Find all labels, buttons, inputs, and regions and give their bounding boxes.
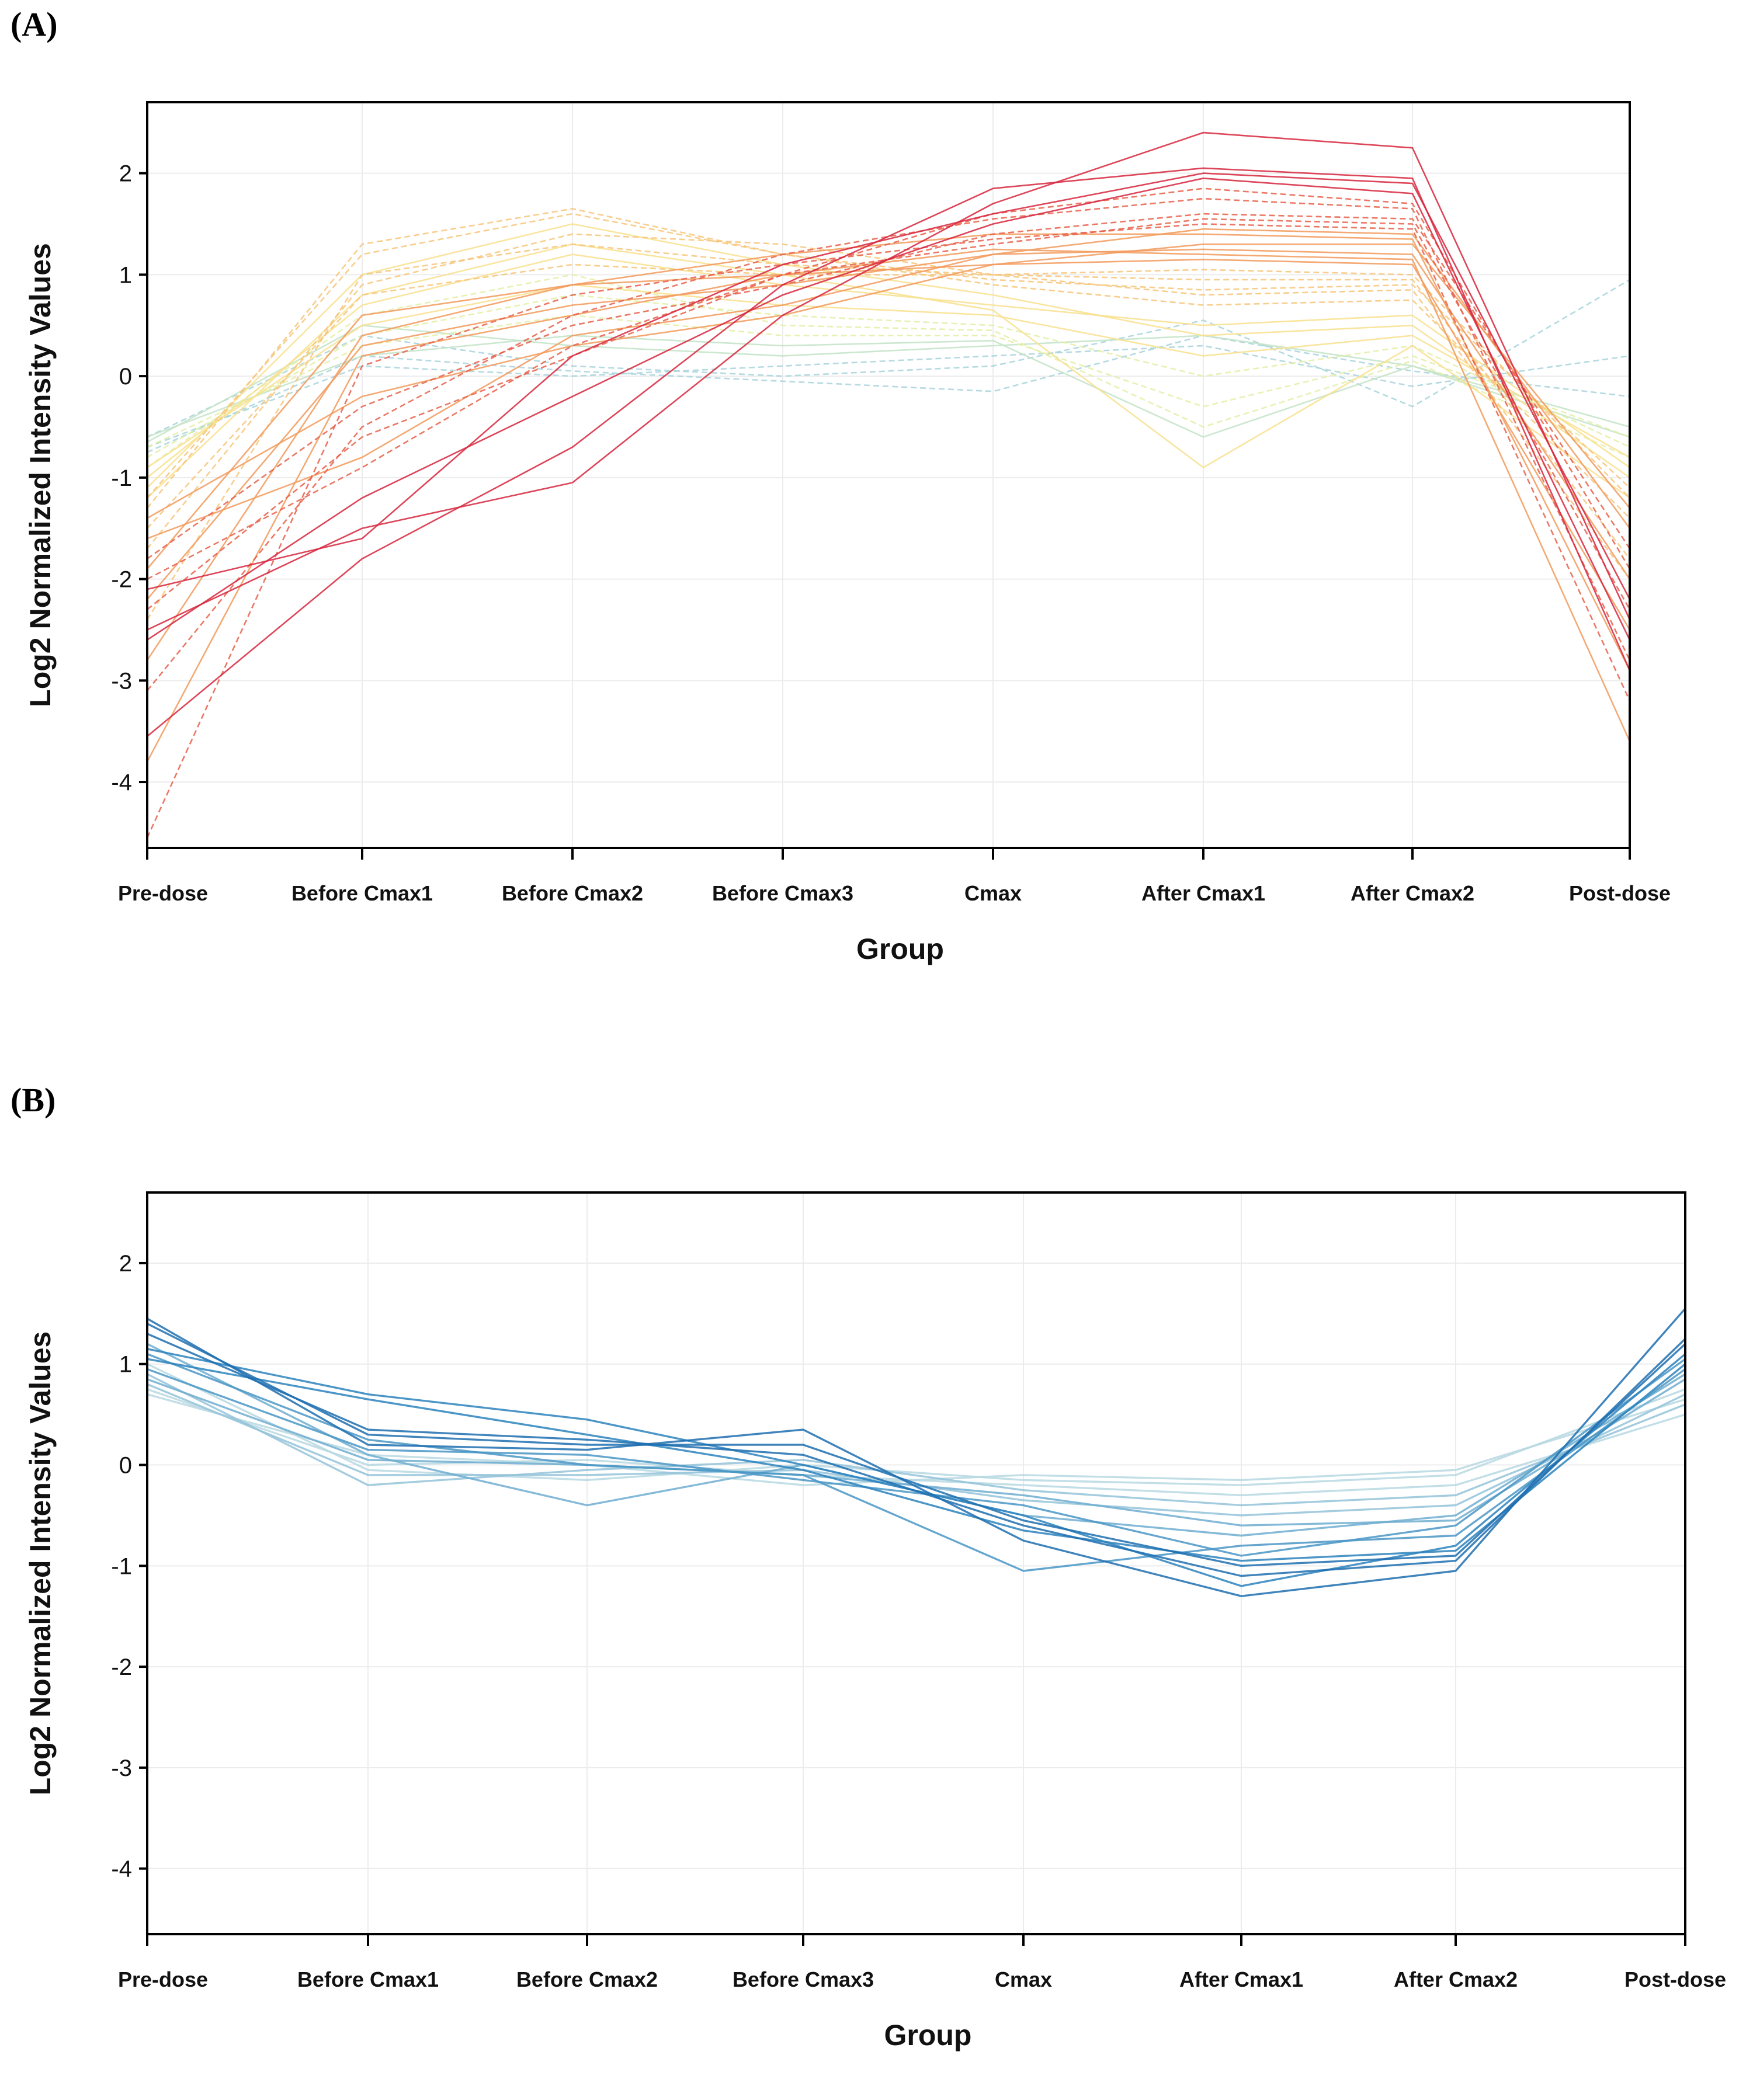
series-line-r15: [147, 258, 1631, 631]
y-tick-label: -4: [111, 770, 132, 795]
series-line-b6: [147, 1353, 1686, 1572]
y-tick-label: 0: [119, 364, 132, 390]
x-axis-title: Group: [856, 933, 944, 965]
series-line-r30: [147, 345, 1630, 448]
y-tick-label: -1: [111, 465, 132, 491]
x-tick-label: Before Cmax3: [712, 881, 853, 905]
x-tick-label: After Cmax1: [1179, 1967, 1303, 1991]
x-tick-label: Before Cmax1: [297, 1967, 439, 1991]
x-tick-label: Before Cmax2: [516, 1967, 658, 1991]
series-line-b8: [147, 1343, 1686, 1537]
series-line-r7: [147, 213, 1631, 559]
plot-frame: [146, 101, 1631, 849]
series-line-r3: [147, 172, 1631, 600]
x-axis: Pre-dose Before Cmax1 Before Cmax2 Before C…: [118, 1934, 1726, 1991]
x-tick-label: Before Cmax3: [733, 1967, 874, 1991]
y-tick-label: 2: [119, 161, 132, 187]
panel-label-a: (A): [11, 5, 58, 43]
x-tick-label: Cmax: [995, 1967, 1052, 1991]
series-line-b7: [147, 1358, 1686, 1557]
series-line-b11: [147, 1373, 1686, 1507]
series-line-r23: [147, 284, 1630, 468]
series-line-b3: [147, 1323, 1686, 1567]
series-line-b14: [147, 1393, 1686, 1486]
panel-label-b: (B): [11, 1081, 56, 1119]
x-tick-label: Pre-dose: [118, 1967, 208, 1991]
series-line-r25: [147, 294, 1630, 458]
y-tick-label: -2: [111, 567, 132, 593]
series-line-r10: [147, 228, 1631, 540]
chart-a: 2 1 0 -1 -2 -3 -4 Pre-dose Before Cmax1 Before Cm…: [24, 101, 1671, 965]
series-line-r21: [147, 253, 1630, 478]
x-tick-label: Post-dose: [1569, 881, 1671, 905]
x-tick-label: Post-dose: [1624, 1967, 1726, 1991]
series-line-r18: [147, 213, 1630, 499]
x-tick-label: After Cmax2: [1351, 881, 1474, 905]
y-axis-title: Log2 Normalized Intensity Values: [24, 243, 57, 707]
y-tick-label: 1: [119, 1352, 132, 1378]
x-tick-label: Pre-dose: [118, 881, 208, 905]
x-tick-label: Before Cmax1: [291, 881, 433, 905]
x-tick-label: After Cmax2: [1394, 1967, 1518, 1991]
y-tick-label: -3: [111, 668, 132, 694]
y-tick-label: 2: [119, 1251, 132, 1277]
series-line-r24: [147, 243, 1630, 499]
plot-frame: [146, 1191, 1686, 1935]
series-line-r26: [147, 314, 1630, 448]
series-line-r27: [147, 274, 1630, 468]
x-tick-label: Before Cmax2: [502, 881, 643, 905]
series-line-r5: [147, 187, 1631, 580]
y-tick-label: -4: [111, 1856, 132, 1882]
series-line-r4: [147, 177, 1631, 641]
y-axis: 2 1 0 -1 -2 -3 -4: [111, 1251, 147, 1882]
y-tick-label: -3: [111, 1755, 132, 1781]
series-line-r12: [147, 243, 1631, 519]
series-line-r28: [147, 335, 1630, 438]
series-line-r2: [147, 167, 1631, 737]
series-line-b13: [147, 1363, 1686, 1486]
series-line-r6: [146, 197, 1631, 691]
series-line-r14: [146, 248, 1631, 762]
series-line-r20: [146, 208, 1630, 519]
grid: [147, 1192, 1686, 1934]
series-group: [146, 131, 1631, 839]
series-line-r9: [146, 223, 1631, 839]
y-tick-label: 0: [119, 1453, 132, 1479]
series-line-b2: [147, 1333, 1686, 1577]
y-tick-label: 1: [119, 262, 132, 288]
y-tick-label: -1: [111, 1553, 132, 1579]
series-line-b5: [147, 1358, 1686, 1562]
series-line-r16: [147, 263, 1630, 529]
x-axis: Pre-dose Before Cmax1 Before Cmax2 Before C…: [118, 848, 1671, 905]
series-line-b1: [147, 1308, 1686, 1597]
x-axis-title: Group: [884, 2019, 972, 2052]
series-group: [147, 1308, 1686, 1597]
x-tick-label: After Cmax1: [1141, 881, 1265, 905]
x-tick-label: Cmax: [964, 881, 1022, 905]
y-axis-title: Log2 Normalized Intensity Values: [24, 1331, 57, 1796]
y-tick-label: -2: [111, 1654, 132, 1680]
y-axis: 2 1 0 -1 -2 -3 -4: [111, 161, 147, 795]
